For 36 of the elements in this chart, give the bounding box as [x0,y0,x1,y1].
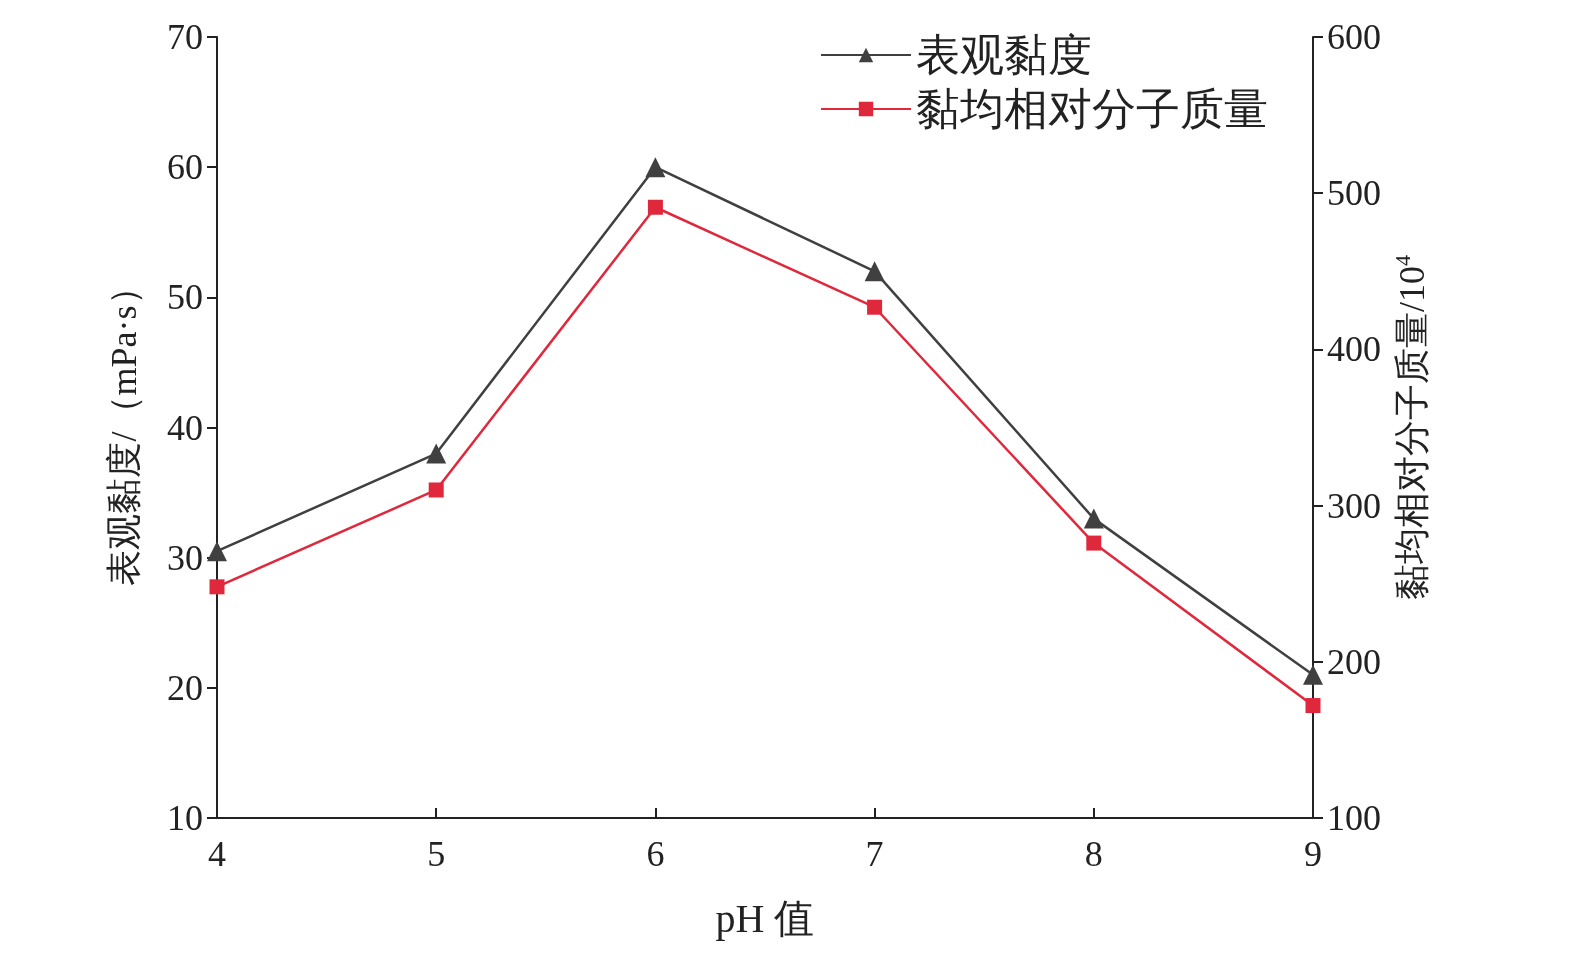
point [645,157,666,178]
x-tick-label: 7 [865,834,884,874]
y-tick-label: 20 [167,667,203,708]
x-tick-label: 5 [427,834,446,874]
point [207,541,227,562]
y2-tick-label: 500 [1327,173,1381,214]
x-tick-label: 8 [1084,834,1103,874]
y-tick-label: 10 [167,798,203,838]
point [1305,698,1321,714]
x-tick-label: 9 [1304,834,1322,874]
y2-tick-label: 100 [1327,798,1381,838]
point [1083,508,1104,529]
y-tick-label: 30 [167,537,203,578]
point [864,261,885,282]
y-tick-label: 40 [167,407,203,448]
point [209,579,225,595]
point [428,482,444,498]
y-tick-label: 70 [167,17,203,57]
point [867,299,883,315]
y-tick-label: 50 [167,277,203,318]
x-axis-title: pH 值 [715,895,815,941]
y2-axis-title: 黏均相对分子质量/104 [1390,255,1432,601]
point [1086,535,1102,551]
point [1303,664,1323,685]
legend-label: 表观黏度 [916,30,1092,80]
point [426,443,447,464]
point [647,199,663,215]
y-axis-title: 表观黏度/（mPa·s） [104,269,144,586]
x-tick-label: 6 [646,834,665,874]
legend-label: 黏均相对分子质量 [916,84,1268,134]
x-tick-label: 4 [208,834,226,874]
y2-tick-label: 400 [1327,329,1381,370]
y2-tick-label: 300 [1327,485,1381,526]
y2-tick-label: 200 [1327,641,1381,682]
y-tick-label: 60 [167,147,203,188]
y2-tick-label: 600 [1327,17,1381,57]
